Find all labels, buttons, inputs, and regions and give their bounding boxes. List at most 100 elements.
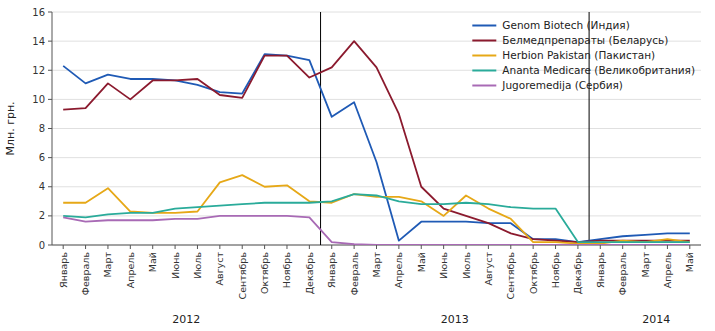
y-tick [48, 128, 52, 129]
plot-area [63, 12, 690, 245]
x-tick [107, 245, 108, 249]
y-axis-label: Млн. грн. [4, 101, 17, 155]
x-tick-label: Июнь [170, 252, 181, 279]
legend-swatch [472, 25, 496, 27]
series-line [63, 216, 690, 245]
x-tick [443, 245, 444, 249]
legend-label: Ananta Medicare (Великобритания) [502, 64, 695, 76]
grid [52, 12, 701, 245]
x-tick-label: Октябрь [528, 252, 539, 294]
y-tick [48, 215, 52, 216]
x-tick [689, 245, 690, 249]
x-tick-label: Октябрь [259, 252, 270, 294]
x-tick [197, 245, 198, 249]
x-tick-label: Апрель [125, 252, 136, 289]
x-tick-label: Сентябрь [237, 252, 248, 300]
series-line [63, 54, 690, 242]
x-tick-label: Март [102, 252, 113, 278]
x-tick-label: Апрель [662, 252, 673, 289]
x-tick [533, 245, 534, 249]
y-tick-label: 10 [32, 94, 45, 105]
x-tick-label: Январь [595, 252, 606, 288]
legend-item: Белмедпрепараты (Беларусь) [472, 34, 668, 46]
x-tick [85, 245, 86, 249]
year-label: 2014 [642, 313, 670, 326]
y-tick [48, 12, 52, 13]
y-tick [48, 186, 52, 187]
x-tick-label: Июнь [438, 252, 449, 279]
year-label: 2013 [441, 313, 469, 326]
legend-label: Herbion Pakistan (Пакистан) [502, 49, 655, 61]
legend-label: Белмедпрепараты (Беларусь) [502, 34, 668, 46]
year-label: 2012 [172, 313, 200, 326]
x-tick-label: Май [416, 252, 427, 272]
x-tick [152, 245, 153, 249]
y-tick-label: 6 [39, 152, 45, 163]
x-tick [421, 245, 422, 249]
year-separator [320, 12, 321, 245]
x-tick [555, 245, 556, 249]
legend: Genom Biotech (Индия) Белмедпрепараты (Бе… [472, 19, 695, 91]
x-tick [577, 245, 578, 249]
x-tick-label: Февраль [80, 252, 91, 296]
x-tick-label: Апрель [393, 252, 404, 289]
x-tick [398, 245, 399, 249]
x-tick [600, 245, 601, 249]
year-separator [589, 12, 590, 245]
x-tick [667, 245, 668, 249]
x-tick [645, 245, 646, 249]
y-tick-label: 12 [32, 65, 45, 76]
chart: 0 2 4 6 8 10 12 14 16 Январь Февраль Март Апрель Май И… [0, 0, 715, 331]
x-tick-label: Декабрь [304, 252, 315, 295]
grid-line [52, 12, 701, 13]
y-tick-label: 0 [39, 240, 45, 251]
x-tick [286, 245, 287, 249]
x-tick-label: Январь [58, 252, 69, 288]
y-tick-label: 4 [39, 181, 45, 192]
y-tick-label: 2 [39, 210, 45, 221]
y-tick [48, 157, 52, 158]
x-tick [219, 245, 220, 249]
grid-line [52, 128, 701, 129]
x-tick [510, 245, 511, 249]
x-tick [63, 245, 64, 249]
grid-line [52, 99, 701, 100]
legend-item: Genom Biotech (Индия) [472, 19, 629, 31]
legend-swatch [472, 40, 496, 42]
x-tick [466, 245, 467, 249]
x-tick-label: Май [147, 252, 158, 272]
x-tick-label: Июль [192, 252, 203, 279]
legend-item: Ananta Medicare (Великобритания) [472, 64, 695, 76]
x-tick-label: Январь [326, 252, 337, 288]
x-tick-label: Март [640, 252, 651, 278]
grid-line [52, 215, 701, 216]
x-tick-label: Ноябрь [281, 252, 292, 289]
grid-line [52, 186, 701, 187]
legend-item: Herbion Pakistan (Пакистан) [472, 49, 655, 61]
y-tick [48, 41, 52, 42]
x-tick-label: Август [214, 252, 225, 286]
x-tick-label: Август [483, 252, 494, 286]
legend-label: Genom Biotech (Индия) [502, 19, 629, 31]
y-tick [48, 245, 52, 246]
x-tick [488, 245, 489, 249]
series-line [63, 175, 690, 243]
x-tick-label: Май [684, 252, 695, 272]
series-line [63, 194, 690, 242]
x-tick [264, 245, 265, 249]
x-tick [175, 245, 176, 249]
legend-swatch [472, 85, 496, 87]
x-tick-label: Ноябрь [550, 252, 561, 289]
legend-label: Jugoremedija (Сербия) [501, 79, 623, 91]
legend-swatch [472, 70, 496, 72]
y-tick-label: 14 [32, 36, 45, 47]
y-tick-label: 16 [32, 7, 45, 18]
x-tick-label: Февраль [349, 252, 360, 296]
x-tick [130, 245, 131, 249]
x-tick [242, 245, 243, 249]
y-tick-label: 8 [39, 123, 45, 134]
x-tick-label: Март [371, 252, 382, 278]
legend-swatch [472, 55, 496, 57]
x-tick [309, 245, 310, 249]
x-tick-label: Июль [461, 252, 472, 279]
